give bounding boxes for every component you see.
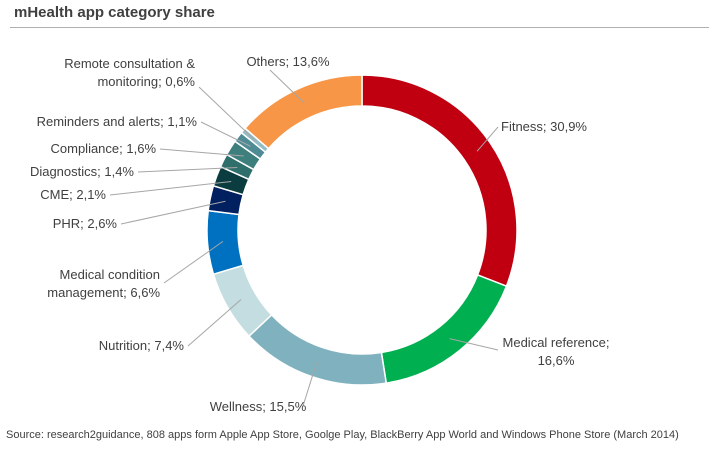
slice-others: [244, 74, 363, 150]
data-label: Others; 13,6%: [246, 54, 330, 69]
data-label: PHR; 2,6%: [53, 216, 118, 231]
leader-line: [269, 69, 305, 104]
data-label: Reminders and alerts; 1,1%: [37, 114, 198, 129]
leader-line: [159, 148, 244, 157]
data-label: Nutrition; 7,4%: [99, 338, 185, 353]
leader-line: [120, 200, 226, 225]
leader-line: [109, 181, 232, 196]
data-label: Fitness; 30,9%: [501, 119, 587, 134]
data-label: Compliance; 1,6%: [51, 141, 157, 156]
data-label: Diagnostics; 1,4%: [30, 164, 134, 179]
chart-title: mHealth app category share: [14, 4, 215, 21]
data-label: CME; 2,1%: [40, 187, 106, 202]
leader-line: [476, 126, 499, 152]
leader-line: [187, 299, 242, 347]
leader-line: [198, 86, 256, 141]
data-label: Medical reference; 16,6%: [503, 335, 610, 368]
slice-wellness: [247, 313, 388, 386]
leader-line: [137, 166, 238, 173]
leader-line: [449, 338, 499, 351]
slice-medical-reference: [380, 273, 508, 384]
data-label: Medical condition management; 6,6%: [47, 267, 160, 300]
leader-line: [200, 121, 251, 147]
data-label: Remote consultation & monitoring; 0,6%: [64, 56, 195, 89]
leader-line: [302, 361, 318, 407]
slice-medical-condition-management: [206, 209, 245, 276]
leader-line: [163, 240, 224, 284]
title-divider: [10, 27, 709, 28]
data-label: Wellness; 15,5%: [210, 399, 307, 414]
slice-fitness: [361, 74, 518, 288]
source-note: Source: research2guidance, 808 apps form…: [6, 429, 679, 441]
